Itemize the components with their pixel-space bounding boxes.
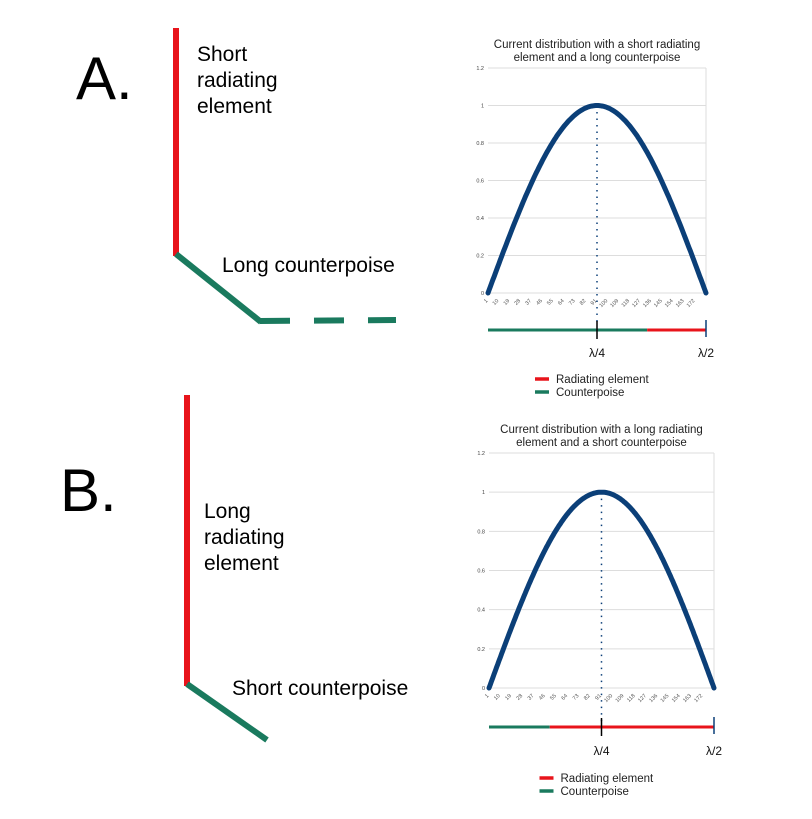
x-tick-label: 55 <box>546 298 555 307</box>
x-tick-label: 118 <box>626 693 636 703</box>
half-wave-label: λ/2 <box>698 346 714 360</box>
x-tick-label: 118 <box>621 298 631 308</box>
y-tick-label: 0.6 <box>477 569 485 575</box>
x-tick-label: 127 <box>631 298 642 309</box>
x-tick-label: 136 <box>648 693 659 704</box>
panel-b-letter: B. <box>60 457 117 524</box>
x-tick-label: 163 <box>675 298 686 309</box>
x-tick-label: 145 <box>660 693 671 704</box>
legend-label: Radiating element <box>556 374 650 386</box>
half-wave-label: λ/2 <box>706 744 722 758</box>
y-tick-label: 0.8 <box>477 529 485 535</box>
panel-b-radiator-label: Long radiating element <box>204 500 285 575</box>
x-tick-label: 64 <box>561 693 570 702</box>
y-tick-label: 1 <box>482 490 485 496</box>
x-tick-label: 172 <box>686 298 697 309</box>
y-tick-label: 1 <box>481 104 484 110</box>
y-tick-label: 0.2 <box>476 254 484 260</box>
x-tick-label: 154 <box>671 693 682 704</box>
x-tick-label: 73 <box>568 298 577 307</box>
x-tick-label: 28 <box>516 693 525 702</box>
panel-a-counterpoise-dashed <box>259 317 397 324</box>
y-tick-label: 0 <box>481 291 484 297</box>
x-tick-label: 55 <box>549 693 558 702</box>
x-tick-label: 127 <box>637 693 648 704</box>
x-tick-label: 100 <box>599 298 610 309</box>
x-tick-label: 1 <box>483 298 489 304</box>
x-tick-label: 100 <box>603 693 614 704</box>
chart-title: Current distribution with a short radiat… <box>494 39 700 51</box>
x-tick-label: 64 <box>557 298 566 307</box>
x-tick-label: 154 <box>664 298 675 309</box>
x-tick-label: 37 <box>524 298 533 307</box>
x-tick-label: 145 <box>653 298 664 309</box>
x-tick-label: 10 <box>493 693 502 702</box>
y-tick-label: 0.4 <box>477 608 485 614</box>
legend-label: Counterpoise <box>556 387 624 399</box>
chart-title: Current distribution with a long radiati… <box>500 424 703 436</box>
panel-a-letter: A. <box>76 45 133 112</box>
quarter-wave-label: λ/4 <box>593 744 609 758</box>
legend-label: Radiating element <box>561 773 655 785</box>
chart-title: element and a short counterpoise <box>516 437 687 449</box>
panel-b-counterpoise <box>185 681 269 743</box>
y-tick-label: 0 <box>482 686 485 692</box>
x-tick-label: 19 <box>503 298 512 307</box>
panel-a-radiator-label: Short radiating element <box>197 43 278 118</box>
x-tick-label: 109 <box>615 693 626 704</box>
y-tick-label: 0.8 <box>476 141 484 147</box>
chart-title: element and a long counterpoise <box>514 52 681 64</box>
x-tick-label: 37 <box>527 693 536 702</box>
x-tick-label: 73 <box>572 693 581 702</box>
y-tick-label: 1.2 <box>476 66 484 72</box>
x-tick-label: 82 <box>579 298 588 307</box>
x-tick-label: 19 <box>504 693 513 702</box>
y-tick-label: 0.4 <box>476 216 484 222</box>
quarter-wave-label: λ/4 <box>589 346 605 360</box>
x-tick-label: 46 <box>535 298 544 307</box>
y-tick-label: 0.6 <box>476 179 484 185</box>
x-tick-label: 136 <box>642 298 653 309</box>
panel-a-counterpoise <box>174 251 263 325</box>
x-tick-label: 10 <box>492 298 501 307</box>
x-tick-label: 46 <box>538 693 547 702</box>
x-tick-label: 91 <box>590 298 599 307</box>
x-tick-label: 1 <box>484 693 490 699</box>
x-tick-label: 163 <box>682 693 693 704</box>
y-tick-label: 0.2 <box>477 647 485 653</box>
x-tick-label: 172 <box>693 693 704 704</box>
x-tick-label: 91 <box>594 693 603 702</box>
x-tick-label: 109 <box>609 298 620 309</box>
x-tick-label: 28 <box>514 298 523 307</box>
panel-b-counterpoise-label: Short counterpoise <box>232 677 409 700</box>
legend-label: Counterpoise <box>561 786 629 798</box>
y-tick-label: 1.2 <box>477 451 485 457</box>
panel-a-counterpoise-label: Long counterpoise <box>222 254 395 277</box>
x-tick-label: 82 <box>583 693 592 702</box>
